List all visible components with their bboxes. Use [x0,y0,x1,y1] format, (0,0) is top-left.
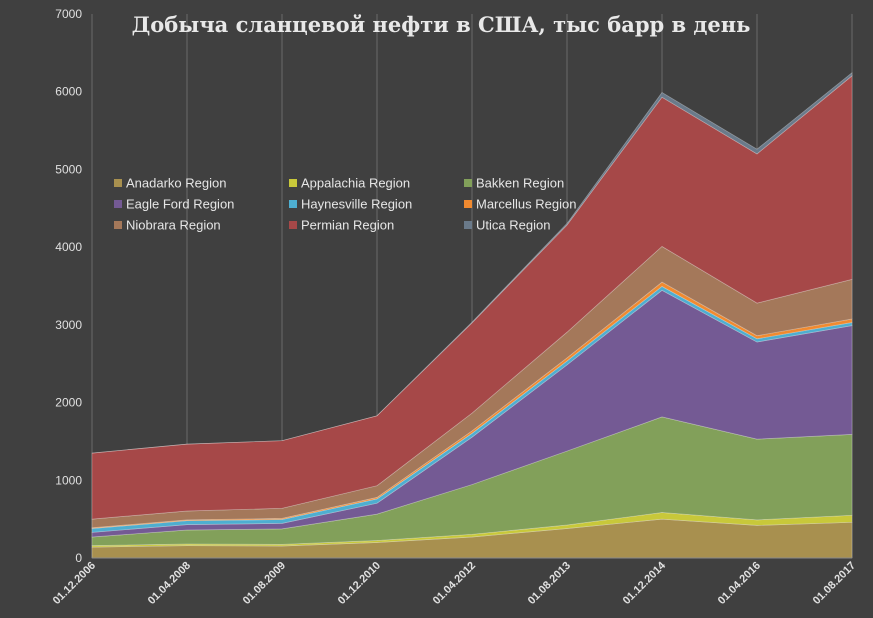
y-tick-label: 0 [75,551,82,565]
chart-title: Добыча сланцевой нефти в США, тыс барр в… [132,12,751,37]
x-axis: 01.12.2006 01.04.2008 01.08.2009 01.12.2010… [51,557,858,607]
x-tick-label: 01.12.2010 [336,560,383,607]
y-tick-label: 7000 [55,7,82,21]
y-tick-label: 4000 [55,240,82,254]
legend-entry: Utica Region [476,218,550,233]
x-tick-label: 01.08.2009 [241,560,288,607]
legend-swatch [464,200,472,208]
x-tick-label: 01.08.2017 [811,560,858,607]
y-tick-label: 5000 [55,162,82,176]
legend-entry: Eagle Ford Region [126,197,234,212]
legend-swatch [114,179,122,187]
legend-swatch [289,179,297,187]
legend-entry: Niobrara Region [126,218,221,233]
legend-swatch [464,179,472,187]
legend-swatch [464,221,472,229]
y-axis: 0 1000 2000 3000 4000 5000 6000 7000 [55,7,82,565]
legend-entry: Appalachia Region [301,176,410,191]
legend-entry: Marcellus Region [476,197,576,212]
area-utica-region [91,71,853,454]
legend-entry: Anadarko Region [126,176,226,191]
y-tick-label: 1000 [55,473,82,487]
x-tick-label: 01.04.2016 [716,560,763,607]
x-tick-label: 01.04.2008 [146,560,193,607]
legend-swatch [289,221,297,229]
y-tick-label: 2000 [55,396,82,410]
x-tick-label: 01.12.2014 [621,559,669,607]
y-tick-label: 6000 [55,85,82,99]
legend-entry: Haynesville Region [301,197,412,212]
x-tick-label: 01.04.2012 [431,560,478,607]
legend-entry: Bakken Region [476,176,564,191]
legend-swatch [289,200,297,208]
legend-entry: Permian Region [301,218,394,233]
legend-swatch [114,200,122,208]
legend-swatch [114,221,122,229]
x-tick-label: 01.12.2006 [51,560,98,607]
x-tick-label: 01.08.2013 [526,560,573,607]
y-tick-label: 3000 [55,318,82,332]
legend: Anadarko Region Appalachia Region Bakken R… [114,176,576,233]
